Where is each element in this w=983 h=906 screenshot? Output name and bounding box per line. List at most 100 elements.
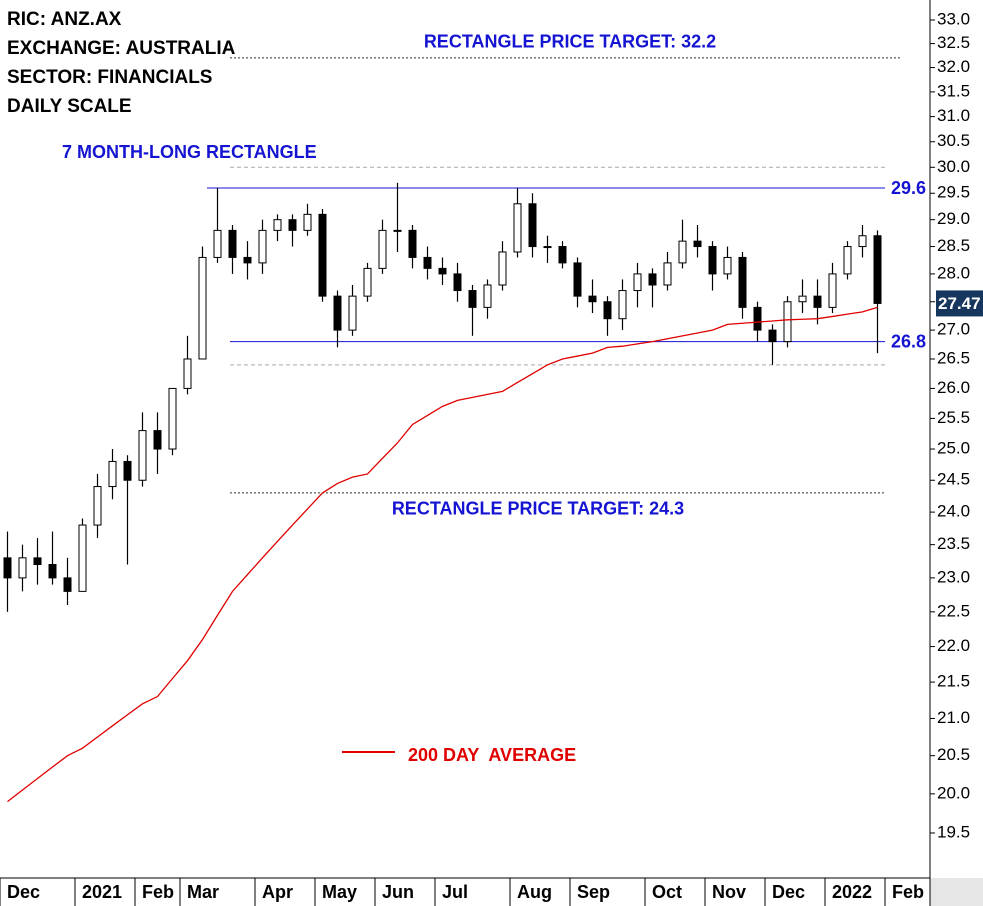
candle-body [168, 387, 177, 450]
candle-body [438, 267, 447, 275]
x-tick-label: Nov [712, 882, 746, 902]
candle-body [93, 486, 102, 526]
y-tick-label: 19.5 [937, 822, 970, 841]
candle-body [273, 219, 282, 231]
y-tick-label: 29.5 [937, 183, 970, 202]
candle-body [663, 262, 672, 286]
corner [930, 878, 983, 906]
candle-body [138, 430, 147, 481]
candle-body [753, 306, 762, 331]
candle-body [528, 203, 537, 248]
y-tick-label: 28.5 [937, 236, 970, 255]
y-tick-label: 31.0 [937, 106, 970, 125]
candle-body [558, 246, 567, 264]
candle-body [78, 524, 87, 592]
y-tick-label: 21.0 [937, 708, 970, 727]
level-label: 29.6 [891, 178, 926, 198]
candle-body [288, 219, 297, 231]
y-tick-label: 29.0 [937, 209, 970, 228]
candle-body [333, 295, 342, 331]
candle-body [783, 301, 792, 343]
header-line: RIC: ANZ.AX [7, 9, 122, 30]
candle-body [303, 213, 312, 231]
candle-body [453, 273, 462, 292]
x-tick-label: Aug [517, 882, 552, 902]
candle-body [648, 273, 657, 286]
y-tick-label: 32.5 [937, 33, 970, 52]
candle-body [543, 246, 552, 249]
candle-body [198, 256, 207, 360]
candle-body [768, 329, 777, 343]
y-tick-label: 21.5 [937, 672, 970, 691]
candle-body [348, 295, 357, 331]
y-tick-label: 30.5 [937, 131, 970, 150]
candle-body [693, 240, 702, 248]
candle-body [393, 229, 402, 232]
candle-body [633, 273, 642, 292]
y-tick-label: 22.0 [937, 636, 970, 655]
y-tick-label: 28.0 [937, 263, 970, 282]
candle-body [378, 229, 387, 269]
candle-body [828, 273, 837, 308]
last-price-label: 27.47 [938, 294, 981, 313]
y-tick-label: 32.0 [937, 57, 970, 76]
y-tick-label: 23.0 [937, 567, 970, 586]
candle-body [813, 295, 822, 308]
last-price-box [936, 290, 983, 317]
x-tick-label: Feb [142, 882, 174, 902]
target-label: RECTANGLE PRICE TARGET: 24.3 [392, 499, 684, 519]
y-tick-label: 20.5 [937, 745, 970, 764]
candle-body [33, 557, 42, 565]
candle-body [18, 557, 27, 579]
candle-body [588, 295, 597, 303]
x-tick-label: Apr [262, 882, 293, 902]
candle-body [123, 460, 132, 481]
x-tick-label: Sep [577, 882, 610, 902]
candle-body [723, 256, 732, 275]
candle-body [183, 358, 192, 389]
candle-body [153, 430, 162, 450]
candle-body [468, 290, 477, 308]
x-tick-label: 2021 [82, 882, 122, 902]
x-tick-label: 2022 [832, 882, 872, 902]
candle-body [708, 246, 717, 275]
candle-body [423, 256, 432, 269]
candle-body [843, 246, 852, 275]
y-tick-label: 31.5 [937, 81, 970, 100]
candle-body [513, 203, 522, 253]
y-tick-label: 24.0 [937, 502, 970, 521]
y-tick-label: 23.5 [937, 534, 970, 553]
y-tick-label: 27.0 [937, 320, 970, 339]
x-tick-label: Dec [7, 882, 40, 902]
candle-body [63, 577, 72, 592]
candle-body [498, 251, 507, 286]
candle-body [243, 256, 252, 264]
candle-body [318, 213, 327, 297]
candle-body [3, 557, 12, 579]
y-tick-label: 25.0 [937, 439, 970, 458]
candle-body [483, 284, 492, 308]
candle-body [258, 229, 267, 264]
y-tick-label: 26.0 [937, 378, 970, 397]
y-tick-label: 33.0 [937, 9, 970, 28]
candle-body [678, 240, 687, 264]
level-label: 26.8 [891, 331, 926, 351]
candle-body [108, 460, 117, 488]
header-line: EXCHANGE: AUSTRALIA [7, 38, 236, 59]
y-tick-label: 22.5 [937, 601, 970, 620]
header-line: SECTOR: FINANCIALS [7, 67, 212, 88]
candle-body [48, 563, 57, 579]
x-tick-label: Jun [382, 882, 414, 902]
x-tick-label: Feb [892, 882, 924, 902]
candle-body [738, 256, 747, 308]
candle-body [873, 235, 882, 304]
y-tick-label: 25.5 [937, 408, 970, 427]
candle-body [573, 262, 582, 297]
x-tick-label: May [322, 882, 357, 902]
candle-body [603, 301, 612, 320]
legend-label: 200 DAY AVERAGE [408, 745, 576, 765]
y-tick-label: 30.0 [937, 157, 970, 176]
candle-body [858, 235, 867, 248]
x-tick-label: Dec [772, 882, 805, 902]
